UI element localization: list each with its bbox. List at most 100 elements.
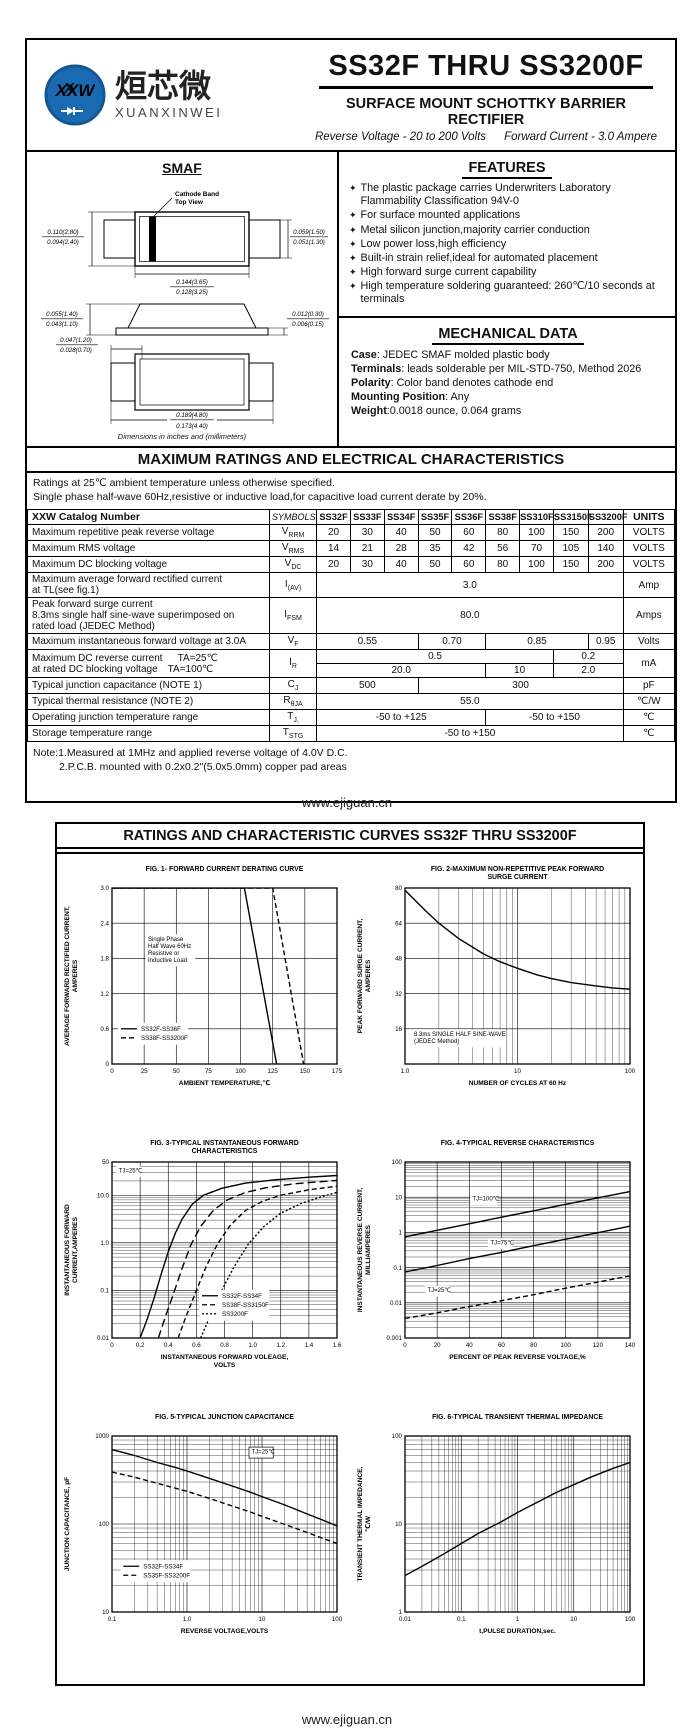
table-cell: 150	[552, 556, 589, 574]
features-title: FEATURES	[349, 160, 665, 179]
table-cell: 30	[349, 524, 385, 542]
svg-text:0.094(2.40): 0.094(2.40)	[47, 239, 79, 246]
svg-text:SS38F-SS3200F: SS38F-SS3200F	[141, 1035, 188, 1042]
svg-text:100: 100	[625, 1616, 636, 1623]
svg-text:1: 1	[399, 1230, 403, 1237]
svg-text:100: 100	[99, 1521, 110, 1528]
table-cell: -50 to +125	[316, 709, 487, 727]
table-cell: Maximum instantaneous forward voltage at…	[27, 633, 270, 651]
table-cell: Amps	[622, 597, 676, 635]
svg-text:0.051(1.30): 0.051(1.30)	[293, 239, 325, 246]
ratings-intro: Ratings at 25℃ ambient temperature unles…	[27, 473, 675, 509]
table-row: Maximum RMS voltage VRMS 14 21 28 35 42 56 70 105…	[27, 540, 676, 558]
svg-text:FIG. 5-TYPICAL JUNCTION CAPACI: FIG. 5-TYPICAL JUNCTION CAPACITANCE	[155, 1414, 294, 1421]
svg-text:AMPERES: AMPERES	[365, 959, 372, 992]
table-cell: Typical junction capacitance (NOTE 1)	[27, 677, 270, 695]
fig4-series-TJ=100C	[405, 1190, 630, 1238]
feature-text: High forward surge current capability	[360, 266, 537, 279]
feature-item: ✦ Metal silicon junction,majority carrier…	[349, 224, 665, 237]
svg-text:0.144(3.65): 0.144(3.65)	[176, 279, 208, 286]
svg-text:t,PULSE DURATION,sec.: t,PULSE DURATION,sec.	[479, 1628, 556, 1635]
bullet-icon: ✦	[349, 238, 357, 249]
svg-text:10: 10	[514, 1068, 521, 1075]
ratings-intro-line2: Single phase half-wave 60Hz,resistive or…	[33, 490, 487, 503]
table-cell: 500	[316, 677, 419, 695]
table-cell: TJ,	[268, 709, 318, 727]
feature-text: Low power loss,high efficiency	[360, 237, 507, 250]
svg-text:60: 60	[498, 1342, 505, 1349]
mechanical-item: Mounting Position: Any	[351, 390, 470, 403]
fig3-svg: 0 0.2 0.4 0.6 0.8 1.0 1.2 1.4 1.6 50 10.0 1.0 0.1 0.0…	[64, 1140, 342, 1369]
svg-text:3.0: 3.0	[100, 885, 109, 892]
svg-text:0: 0	[110, 1068, 114, 1075]
svg-text:10: 10	[259, 1616, 266, 1623]
feature-text: High temperature soldering guaranteed: 2…	[360, 280, 655, 306]
svg-text:SS32F-SS34F: SS32F-SS34F	[143, 1563, 183, 1570]
ratings-table: XXW Catalog Number SYMBOLS SS32F SS33F SS34F…	[27, 509, 676, 743]
fig5-chart: 0.1 1.0 10 100 10 100 1000 FIG. 5-TYPICAL JUNCT…	[60, 1410, 347, 1678]
bullet-icon: ✦	[349, 252, 357, 263]
table-cell: Typical thermal resistance (NOTE 2)	[27, 693, 270, 711]
svg-text:10: 10	[395, 1194, 402, 1201]
features-list: ✦ The plastic package carries Underwriter…	[349, 182, 665, 307]
table-cell: SS35F	[417, 509, 453, 526]
table-cell: 20	[316, 556, 351, 574]
table-cell: 50	[417, 556, 453, 574]
table-row: Typical junction capacitance (NOTE 1) CJ 5…	[27, 677, 676, 695]
svg-text:1.6: 1.6	[333, 1342, 342, 1349]
package-drawing-cell: SMAF Cathode Band Top View 0.11	[27, 152, 339, 446]
table-cell: ℃	[622, 725, 676, 743]
table-row: Storage temperature range TSTG -50 to +150…	[27, 725, 676, 743]
svg-text:SURGE CURRENT: SURGE CURRENT	[487, 874, 548, 881]
bullet-icon: ✦	[349, 183, 357, 193]
table-row: Maximum average forward rectified curren…	[27, 572, 676, 599]
svg-text:FIG. 3-TYPICAL INSTANTANEOUS F: FIG. 3-TYPICAL INSTANTANEOUS FORWARD	[150, 1140, 298, 1147]
svg-text:Cathode Band: Cathode Band	[175, 191, 219, 198]
fig4-svg: 0 20 40 60 80 100 120 140 100 10 1 0.1 0.01 0.001 FIG.…	[357, 1140, 636, 1361]
svg-text:X: X	[63, 80, 75, 97]
table-cell: Maximum RMS voltage	[27, 540, 270, 558]
package-and-info-section: SMAF Cathode Band Top View 0.11	[27, 152, 675, 446]
svg-text:JUNCTION CAPACITANCE, pF: JUNCTION CAPACITANCE, pF	[64, 1477, 71, 1571]
table-row: Maximum repetitive peak reverse voltage V…	[27, 524, 676, 542]
table-cell: 80	[485, 524, 521, 542]
svg-text:1.4: 1.4	[305, 1342, 314, 1349]
table-cell: 40	[383, 556, 419, 574]
table-cell: 14	[316, 540, 351, 558]
brand-name-chinese: 烜芯微	[115, 68, 212, 104]
table-cell: 0.85	[485, 633, 589, 651]
table-cell: VF	[268, 633, 318, 651]
table-cell: 80	[485, 556, 521, 574]
table-cell: 80.0	[316, 597, 624, 635]
feature-text: For surface mounted applications	[360, 209, 521, 222]
table-cell: 100	[519, 524, 554, 542]
table-cell: Storage temperature range	[27, 725, 270, 743]
svg-text:1.2: 1.2	[100, 991, 109, 998]
svg-text:100: 100	[235, 1068, 246, 1075]
svg-text:TJ=75℃: TJ=75℃	[491, 1240, 515, 1247]
svg-text:XXW: XXW	[55, 81, 97, 100]
fig4-series-TJ=75C	[405, 1225, 630, 1273]
feature-item: ✦ The plastic package carries Underwriter…	[349, 182, 665, 208]
table-cell: SS34F	[383, 509, 419, 526]
feature-item: ✦ High forward surge current capability	[349, 266, 665, 279]
cathode-band-mark	[149, 216, 156, 262]
svg-text:75: 75	[205, 1068, 212, 1075]
fig5-series-SS32F-SS34F	[112, 1448, 337, 1527]
svg-text:CURRENT,AMPERES: CURRENT,AMPERES	[72, 1216, 79, 1283]
svg-text:0: 0	[110, 1342, 114, 1349]
table-cell: Maximum repetitive peak reverse voltage	[27, 524, 270, 542]
svg-text:50: 50	[102, 1159, 109, 1166]
fig5-svg: 0.1 1.0 10 100 10 100 1000 FIG. 5-TYPICAL JUNCT…	[64, 1414, 343, 1635]
svg-text:1: 1	[399, 1609, 403, 1616]
mechanical-item: Terminals: leads solderable per MIL-STD-…	[351, 362, 642, 375]
table-cell: -50 to +150	[485, 709, 624, 727]
svg-text:100: 100	[625, 1068, 636, 1075]
svg-text:32: 32	[395, 991, 402, 998]
svg-text:0.012(0.30): 0.012(0.30)	[292, 311, 324, 318]
fig3-chart: 0 0.2 0.4 0.6 0.8 1.0 1.2 1.4 1.6 50 10.0 1.0 0.1 0.0…	[60, 1136, 347, 1404]
svg-text:50: 50	[173, 1068, 180, 1075]
table-cell: 20	[316, 524, 351, 542]
table-cell: 20.0	[316, 663, 487, 679]
svg-text:16: 16	[395, 1026, 402, 1033]
